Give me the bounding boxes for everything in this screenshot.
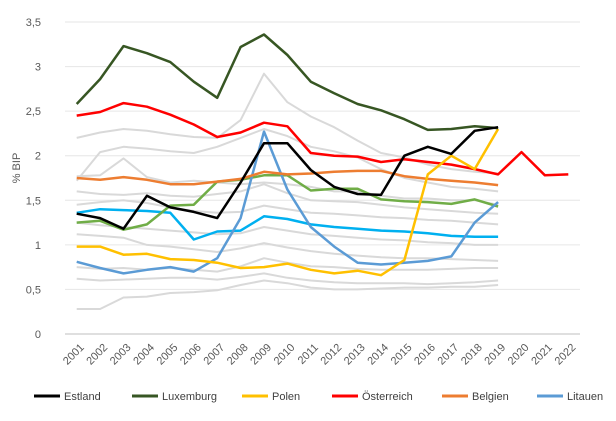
x-tick-label: 2003 xyxy=(108,342,134,368)
background-series-line xyxy=(76,183,499,215)
x-tick-label: 2019 xyxy=(482,342,508,368)
y-tick-label: 1 xyxy=(35,240,41,252)
x-tick-label: 2002 xyxy=(84,342,110,368)
background-series-line xyxy=(76,279,499,310)
x-tick-label: 2004 xyxy=(131,342,157,368)
legend-label-polen: Polen xyxy=(272,391,300,403)
series-line-luxemburg xyxy=(75,33,499,132)
x-axis-ticks: 2001200220032004200520062007200820092010… xyxy=(61,342,578,368)
background-series-line xyxy=(76,221,499,246)
background-series-line xyxy=(76,72,499,175)
x-tick-label: 2013 xyxy=(342,342,368,368)
x-tick-label: 2005 xyxy=(155,342,181,368)
x-tick-label: 2001 xyxy=(61,342,87,368)
x-tick-label: 2020 xyxy=(506,342,532,368)
y-tick-label: 0 xyxy=(35,329,41,341)
x-tick-label: 2008 xyxy=(225,342,251,368)
x-tick-label: 2010 xyxy=(272,342,298,368)
x-tick-label: 2007 xyxy=(201,342,227,368)
legend: Estland Luxemburg Polen Österreich Belgien Li… xyxy=(34,391,603,403)
x-tick-label: 2012 xyxy=(319,342,345,368)
x-tick-label: 2015 xyxy=(389,342,415,368)
series-line-lettland xyxy=(76,207,499,241)
x-tick-label: 2011 xyxy=(296,342,321,367)
background-series-line xyxy=(75,128,499,193)
legend-label-osterreich: Österreich xyxy=(362,391,413,403)
series-line-litauen xyxy=(76,130,499,275)
y-tick-label: 1,5 xyxy=(26,195,41,207)
x-tick-label: 2016 xyxy=(412,342,438,368)
x-tick-label: 2009 xyxy=(248,342,274,368)
legend-label-belgien: Belgien xyxy=(472,391,509,403)
background-series-group xyxy=(75,72,499,310)
x-tick-label: 2014 xyxy=(365,342,391,368)
background-series-line xyxy=(76,157,499,206)
y-axis-label: % BIP xyxy=(11,153,23,184)
legend-label-estland: Estland xyxy=(64,391,101,403)
y-tick-label: 3,5 xyxy=(26,17,41,29)
series-line-osterreich xyxy=(76,101,569,177)
y-tick-label: 0,5 xyxy=(26,284,41,296)
highlighted-series-group xyxy=(75,33,569,277)
x-tick-label: 2021 xyxy=(529,342,555,368)
background-series-line xyxy=(76,233,499,262)
x-tick-label: 2006 xyxy=(178,342,204,368)
series-line-estland xyxy=(76,125,499,231)
x-tick-label: 2017 xyxy=(436,342,462,368)
x-tick-label: 2018 xyxy=(459,342,485,368)
y-tick-label: 3 xyxy=(35,62,41,74)
series-line-polen xyxy=(76,128,500,277)
legend-label-litauen: Litauen xyxy=(567,391,603,403)
x-tick-label: 2022 xyxy=(553,342,579,368)
y-axis-ticks: 0 0,5 1 1,5 2 2,5 3 3,5 xyxy=(26,17,41,341)
background-series-line xyxy=(76,272,499,286)
background-series-line xyxy=(76,199,499,226)
y-tick-label: 2 xyxy=(35,151,41,163)
legend-label-luxemburg: Luxemburg xyxy=(162,391,217,403)
y-tick-label: 2,5 xyxy=(26,106,41,118)
